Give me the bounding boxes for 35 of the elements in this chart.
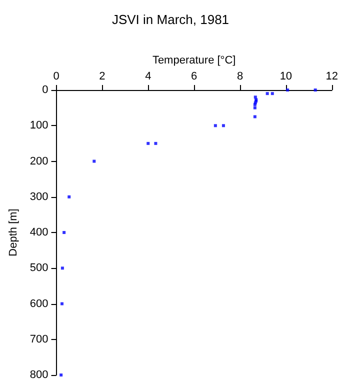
y-tick-label: 600 — [30, 298, 48, 310]
point — [214, 124, 217, 128]
point — [62, 231, 66, 234]
x-tick-label: 0 — [53, 70, 60, 82]
y-tick-label: 200 — [30, 155, 48, 168]
point — [314, 88, 317, 92]
point — [253, 106, 256, 110]
y-tick-label: 700 — [30, 333, 48, 346]
point — [154, 142, 158, 145]
point — [146, 142, 150, 145]
point — [270, 92, 274, 96]
y-tick-label: 500 — [30, 262, 48, 274]
y-tick-label: 400 — [30, 226, 48, 238]
x-tick-label: 4 — [145, 70, 152, 82]
x-tick-label: 2 — [99, 70, 106, 82]
point — [60, 302, 64, 306]
x-tick-label: 10 — [280, 70, 292, 82]
chart-title: JSVI in March, 1981 — [112, 12, 230, 27]
point — [286, 88, 290, 92]
point — [60, 374, 63, 376]
x-tick-label: 6 — [191, 70, 198, 82]
y-tick-label: 300 — [30, 190, 48, 203]
point — [266, 92, 269, 96]
y-tick-label: 100 — [30, 120, 48, 132]
x-axis-title: Temperature [°C] — [152, 54, 236, 67]
point — [92, 160, 96, 163]
y-axis-title: Depth [m] — [8, 208, 20, 256]
point — [60, 266, 64, 270]
x-tick-label: 12 — [326, 70, 338, 82]
point — [222, 124, 225, 128]
x-tick-label: 8 — [236, 70, 244, 82]
point — [68, 195, 71, 198]
point — [253, 115, 256, 118]
y-tick-label: 0 — [42, 84, 48, 96]
y-tick-label: 800 — [30, 369, 48, 381]
